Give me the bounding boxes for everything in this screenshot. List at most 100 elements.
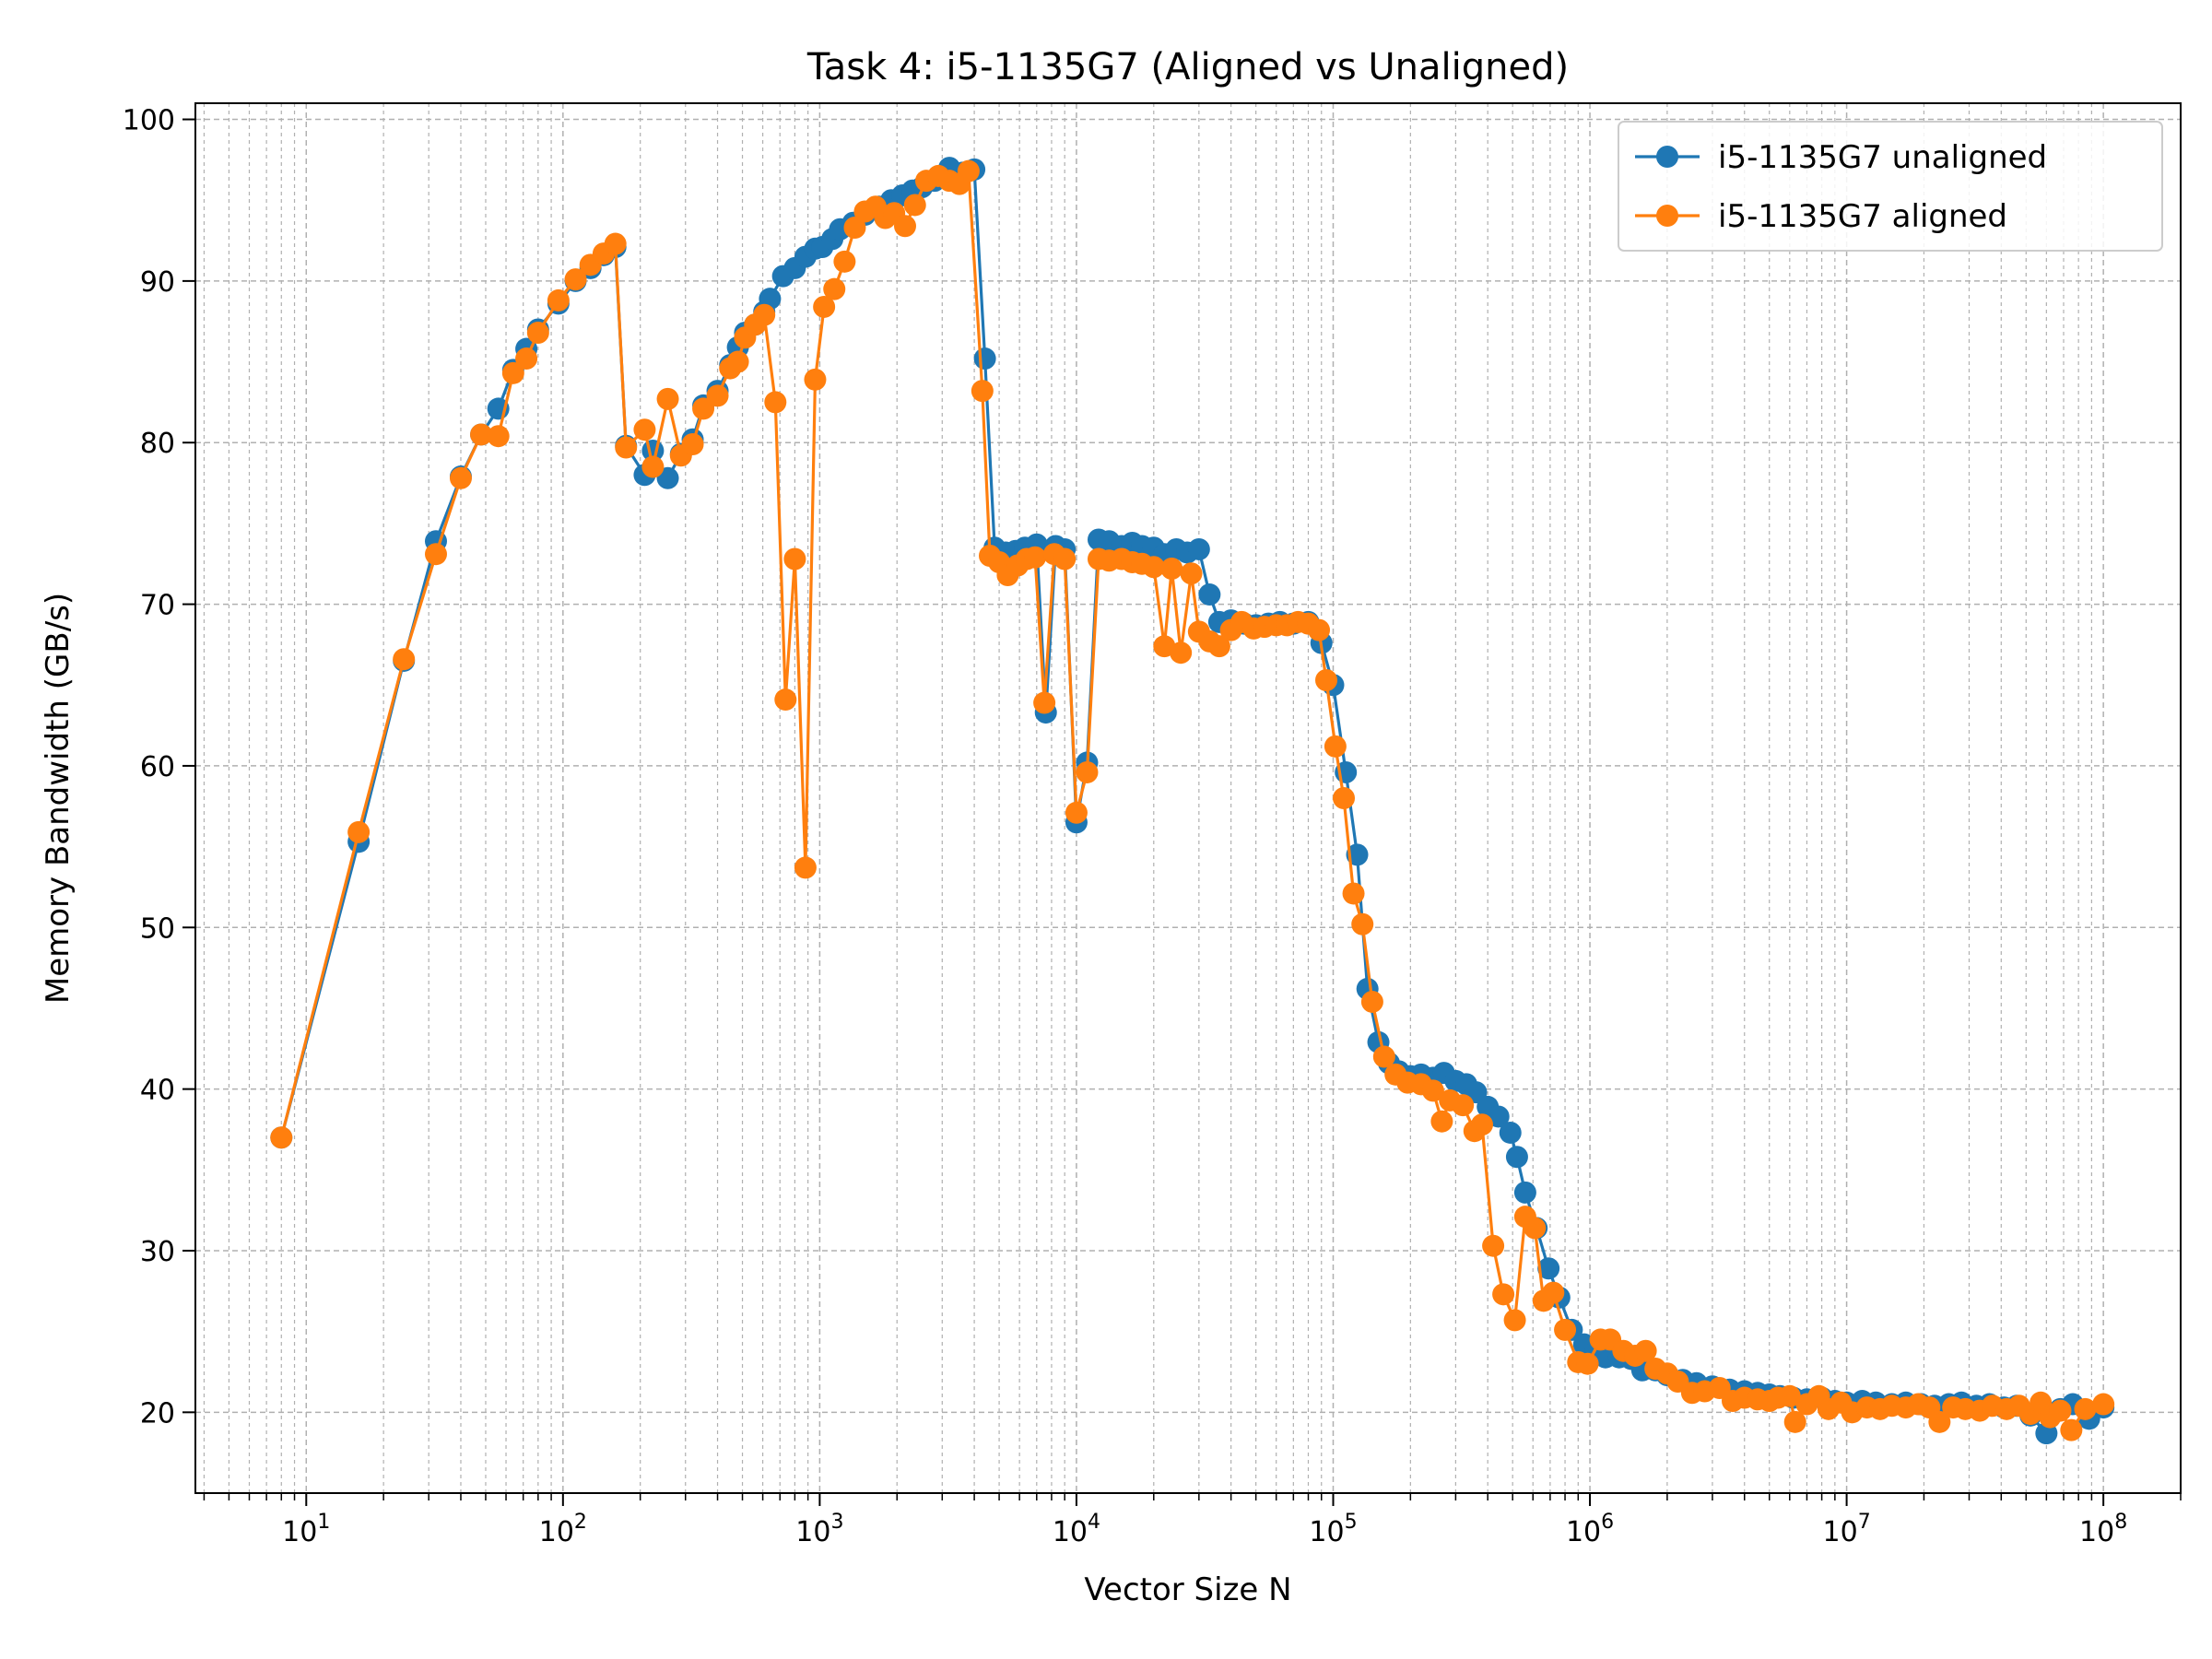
data-point [1372,1045,1395,1068]
x-axis: 101 102 103 104 105 106 107 108 [203,1493,2182,1548]
data-point [633,418,656,441]
y-tick-label: 40 [140,1075,175,1107]
x-tick-label: 105 [1309,1511,1357,1548]
x-tick-label: 106 [1566,1511,1614,1548]
data-point [270,1126,293,1149]
data-point [564,268,587,291]
data-point [973,347,996,371]
data-point [813,295,836,318]
legend-swatch-marker [1656,205,1678,227]
data-point [1315,669,1337,691]
data-point [547,288,570,312]
y-tick-label: 20 [140,1397,175,1430]
x-tick-label: 104 [1053,1511,1100,1548]
data-point [1198,583,1221,606]
data-point [1160,558,1183,580]
data-point [726,350,749,373]
data-point [1505,1146,1528,1169]
series-1 [270,159,2115,1441]
data-point [764,391,787,414]
data-point [774,688,797,712]
data-point [1142,556,1165,579]
data-point [1470,1113,1493,1136]
data-point [957,159,980,182]
data-point [753,303,776,326]
data-point [347,820,371,843]
x-tick-label: 108 [2079,1511,2127,1548]
data-point [1024,546,1047,569]
y-tick-label: 50 [140,912,175,945]
data-point [706,384,729,407]
x-axis-label: Vector Size N [1084,1571,1291,1608]
data-point [1576,1352,1599,1375]
data-point [1513,1181,1536,1204]
data-point [1928,1410,1951,1433]
x-tick-label: 101 [282,1511,330,1548]
data-point [449,466,472,489]
data-point [1076,760,1099,783]
data-point [1207,635,1230,658]
y-tick-label: 30 [140,1236,175,1268]
data-point [470,423,493,446]
data-point [681,432,704,455]
chart-title: Task 4: i5-1135G7 (Aligned vs Unaligned) [806,46,1569,88]
data-point [615,436,638,459]
data-point [2060,1418,2083,1441]
data-point [783,547,806,571]
data-point [604,232,627,255]
x-tick-label: 107 [1823,1511,1871,1548]
data-point [2074,1397,2097,1420]
data-point [823,277,846,300]
data-point [501,361,524,384]
data-point [1778,1384,1801,1407]
legend: i5-1135G7 unaligned i5-1135G7 aligned [1618,121,2163,252]
y-axis-label: Memory Bandwidth (GB/s) [40,593,76,1004]
legend-box [1618,121,2163,252]
data-point [833,250,856,273]
data-point [1783,1410,1806,1433]
data-point [1308,618,1331,641]
series-layer [270,157,2115,1445]
data-point [1053,547,1077,571]
y-axis: 20 30 40 50 60 70 80 90 100 [123,105,195,1430]
y-tick-label: 70 [140,590,175,622]
data-point [1351,912,1374,935]
data-point [1187,537,1210,560]
data-point [1430,1110,1453,1133]
data-point [1492,1283,1515,1306]
y-tick-label: 90 [140,266,175,299]
legend-entry-label: i5-1135G7 aligned [1718,198,2007,235]
data-point [1503,1309,1526,1332]
data-point [1482,1234,1505,1257]
data-point [1360,990,1383,1013]
data-point [804,368,827,391]
x-tick-label: 102 [539,1511,587,1548]
data-point [2049,1399,2072,1422]
data-point [1537,1257,1560,1280]
data-point [424,543,447,566]
data-point [1033,691,1056,714]
data-point [526,322,549,344]
data-point [1554,1318,1577,1341]
data-point [1065,801,1088,824]
data-point [1542,1281,1565,1304]
grid [195,103,2182,1493]
data-point [1634,1339,1657,1362]
data-point [515,347,538,371]
data-point [1333,787,1356,809]
data-point [1499,1121,1522,1144]
y-tick-label: 80 [140,428,175,460]
data-point [1452,1094,1475,1117]
data-point [971,380,994,403]
data-point [641,455,665,478]
data-point [1524,1217,1547,1240]
plot-frame [194,102,2182,1494]
data-point [692,397,715,420]
data-point [1170,641,1193,665]
data-point [1180,562,1203,585]
data-point [1342,882,1365,905]
data-point [487,425,510,448]
data-point [893,215,916,238]
data-point [1346,843,1369,866]
